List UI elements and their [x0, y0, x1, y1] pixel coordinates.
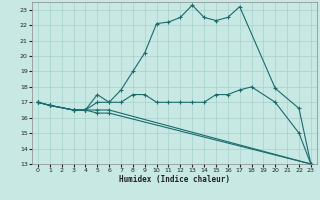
- X-axis label: Humidex (Indice chaleur): Humidex (Indice chaleur): [119, 175, 230, 184]
